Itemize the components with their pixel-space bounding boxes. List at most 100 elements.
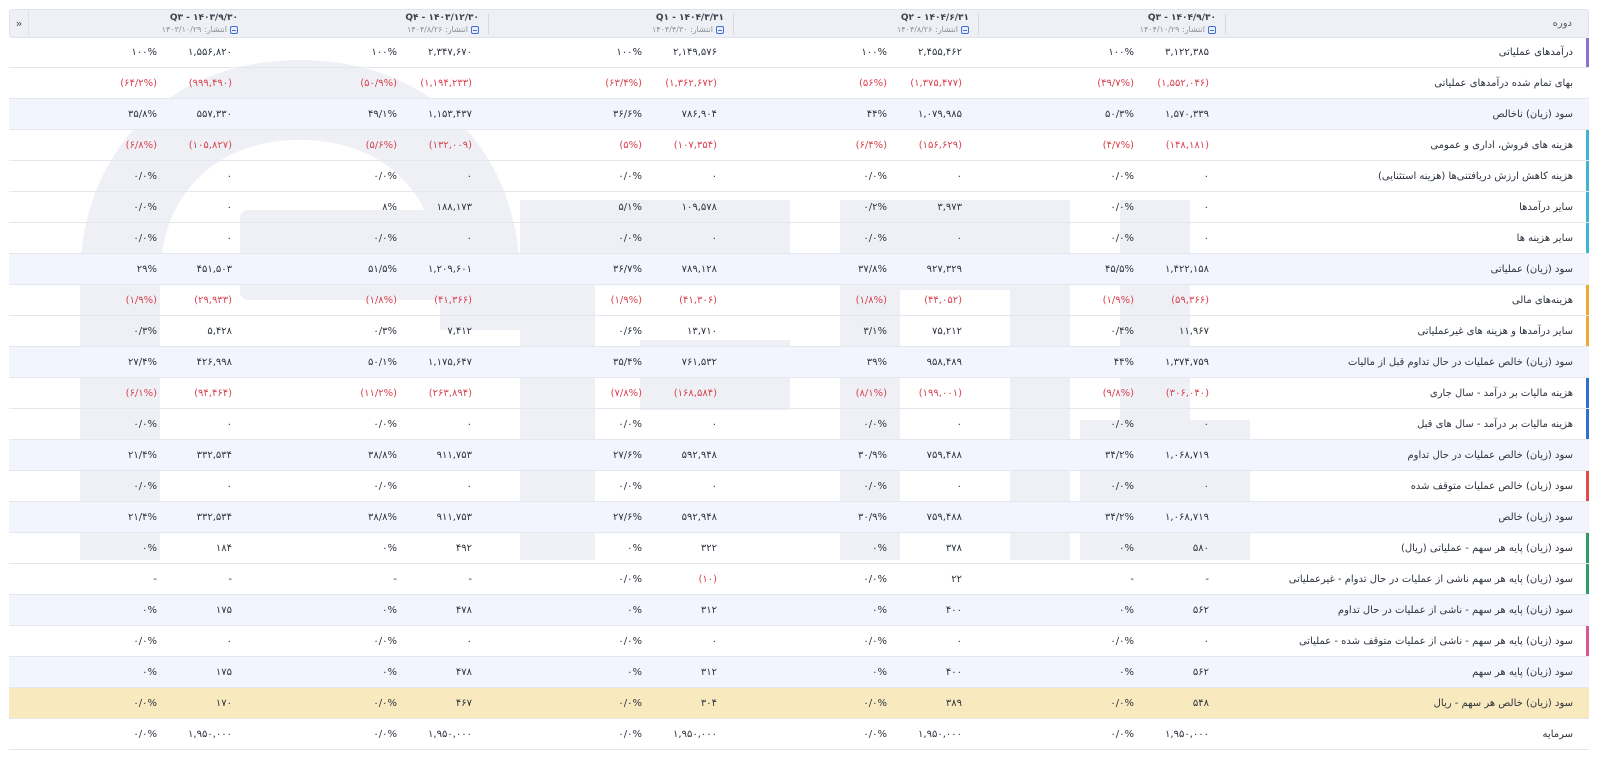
row-group-marker [1586,533,1589,563]
cell-value: ۰ [226,635,232,647]
cell-percent: ۰/۰% [1110,480,1134,492]
table-row[interactable]: بهای تمام شده درآمدهای عملیاتی (۱,۵۵۲,۰۴۶… [9,68,1589,99]
publish-date: انتشار: ۱۴۰۴/۸/۲۶ [709,24,969,36]
cell-value: ۱,۰۷۹,۹۸۵ [918,108,962,120]
cell-value: ۰ [711,635,717,647]
table-row[interactable]: سایر درآمدها ۰ ۰/۰% ۳,۹۷۳ ۰/۲% ۱۰۹,۵۷۸ ۵/۱% ۱۸۸… [9,192,1589,223]
cell-value: ۰ [1203,635,1209,647]
row-label: سود (زیان) عملیاتی [1490,263,1573,275]
cell-value: ۳۲۲ [700,542,717,554]
cell-percent: (۴۹/۷%) [1097,77,1134,89]
cell-value: ۱۷۰ [215,697,232,709]
table-row[interactable]: هزینه مالیات بر درآمد - سال جاری (۳۰۶,۰۴۰… [9,378,1589,409]
row-label: هزینه مالیات بر درآمد - سال های قبل [1417,418,1573,430]
table-row[interactable]: سود (زیان) خالص عملیات در حال تداوم قبل … [9,347,1589,378]
cell-value: ۰ [1203,201,1209,213]
table-row[interactable]: سود (زیان) پایه هر سهم - ناشی از عملیات … [9,595,1589,626]
cell-percent: ۰/۰% [618,170,642,182]
cell-percent: ۴۵/۵% [1105,263,1134,275]
cell-value: (۱۴۸,۱۸۱) [1165,139,1209,151]
table-row[interactable]: هزینه‌های مالی (۵۹,۳۶۶) (۱/۹%) (۴۴,۰۵۲) (۱/۸… [9,285,1589,316]
table-row[interactable]: سود (زیان) خالص ۱,۰۶۸,۷۱۹ ۳۴/۲% ۷۵۹,۴۸۸ ۳۰/۹… [9,502,1589,533]
table-row[interactable]: سایر درآمدها و هزینه های غیرعملیاتی ۱۱,۹۶… [9,316,1589,347]
cell-value: ۰ [711,418,717,430]
cell-value: ۳۱۲ [700,666,717,678]
cell-percent: ۳۴/۲% [1105,449,1134,461]
period-column-header[interactable]: Q۴ - ۱۴۰۳/۱۲/۳۰ انتشار: ۱۴۰۴/۸/۲۶ [219,12,479,38]
table-row[interactable]: سود (زیان) خالص هر سهم - ریال ۵۴۸ ۰/۰% ۳۸۹ ۰… [9,688,1589,719]
cell-percent: (۵%) [619,139,642,151]
row-label: هزینه مالیات بر درآمد - سال جاری [1429,387,1573,399]
calendar-icon [716,25,724,34]
table-row[interactable]: سود (زیان) پایه هر سهم - ناشی از عملیات … [9,626,1589,657]
cell-value: ۰ [956,170,962,182]
row-group-marker [1586,223,1589,253]
cell-percent: ۰% [142,542,157,554]
row-label: هزینه های فروش، اداری و عمومی [1430,139,1573,151]
cell-percent: (۵۶%) [858,77,887,89]
table-row[interactable]: سرمایه ۱,۹۵۰,۰۰۰ ۰/۰% ۱,۹۵۰,۰۰۰ ۰/۰% ۱,۹۵۰,۰۰… [9,719,1589,750]
period-column-header[interactable]: Q۳ - ۱۴۰۳/۹/۳۰ انتشار: ۱۴۰۳/۱۰/۲۹ [0,12,238,38]
cell-percent: ۱۰۰% [131,47,157,58]
cell-percent: (۴/۷%) [1102,139,1134,151]
publish-date: انتشار: ۱۴۰۴/۴/۳۰ [464,24,724,36]
table-row[interactable]: سود (زیان) پایه هر سهم ناشی از عملیات در… [9,564,1589,595]
row-label: سود (زیان) خالص عملیات در حال تداوم [1407,449,1573,461]
table-row[interactable]: هزینه کاهش ارزش دریافتنی‌ها (هزینه استثن… [9,161,1589,192]
cell-percent: (۹/۸%) [1102,387,1134,399]
publish-date: انتشار: ۱۴۰۴/۱۰/۲۹ [956,24,1216,36]
period-title: Q۲ - ۱۴۰۴/۶/۳۱ [900,13,969,23]
table-row[interactable]: سایر هزینه ها ۰ ۰/۰% ۰ ۰/۰% ۰ ۰/۰% ۰ ۰/۰% ۰ ۰/۰% [9,223,1589,254]
expand-columns-button[interactable]: » [10,10,29,37]
table-row[interactable]: سود (زیان) عملیاتی ۱,۴۲۲,۱۵۸ ۴۵/۵% ۹۲۷,۳۲۹ ۳… [9,254,1589,285]
cell-value: ۵۶۲ [1192,666,1209,678]
table-row[interactable]: درآمدهای عملیاتی ۳,۱۲۲,۳۸۵ ۱۰۰% ۲,۴۵۵,۴۶۲ ۱۰… [9,38,1589,68]
cell-percent: ۰/۰% [1110,697,1134,709]
cell-percent: ۰/۰% [863,232,887,244]
cell-percent: ۴۴% [866,108,887,120]
cell-percent: ۰/۰% [863,480,887,492]
table-row[interactable]: سود (زیان) پایه هر سهم - عملیاتی (ریال) ۵… [9,533,1589,564]
row-label: سود (زیان) پایه هر سهم ناشی از عملیات در… [1288,573,1573,585]
cell-percent: ۰/۰% [133,201,157,213]
cell-percent: ۴۹/۱% [368,108,397,120]
row-label: سود (زیان) خالص عملیات متوقف شده [1410,480,1573,492]
table-row[interactable]: سود (زیان) ناخالص ۱,۵۷۰,۳۳۹ ۵۰/۳% ۱,۰۷۹,۹۸۵… [9,99,1589,130]
cell-value: - [228,573,232,585]
cell-percent: (۱۱/۲%) [360,387,397,399]
period-column-header[interactable]: Q۲ - ۱۴۰۴/۶/۳۱ انتشار: ۱۴۰۴/۸/۲۶ [709,12,969,38]
publish-date: انتشار: ۱۴۰۴/۸/۲۶ [219,24,479,36]
cell-percent: ۰% [142,666,157,678]
column-divider [488,14,489,34]
cell-percent: ۰/۰% [618,573,642,585]
row-label: سود (زیان) پایه هر سهم [1472,666,1573,678]
cell-percent: ۲۷/۴% [128,356,157,368]
calendar-icon [471,25,479,34]
row-label: سود (زیان) خالص [1498,511,1573,523]
table-row[interactable]: سود (زیان) پایه هر سهم ۵۶۲ ۰% ۴۰۰ ۰% ۳۱۲ ۰% ۴۷۸… [9,657,1589,688]
table-row[interactable]: سود (زیان) خالص عملیات متوقف شده ۰ ۰/۰% ۰ ۰/… [9,471,1589,502]
cell-value: ۴۷۸ [455,604,472,616]
cell-value: ۵۴۸ [1192,697,1209,709]
cell-percent: (۶۴/۲%) [120,77,157,89]
cell-percent: (۶/۸%) [125,139,157,151]
cell-percent: ۰/۰% [133,480,157,492]
cell-percent: ۱۰۰% [616,47,642,58]
table-row[interactable]: هزینه های فروش، اداری و عمومی (۱۴۸,۱۸۱) (۴… [9,130,1589,161]
period-column-header[interactable]: Q۳ - ۱۴۰۴/۹/۳۰ انتشار: ۱۴۰۴/۱۰/۲۹ [956,12,1216,38]
column-divider [978,14,979,34]
cell-percent: ۰/۰% [863,418,887,430]
cell-value: ۰ [1203,170,1209,182]
table-row[interactable]: سود (زیان) خالص عملیات در حال تداوم ۱,۰۶۸… [9,440,1589,471]
publish-date-text: انتشار: ۱۴۰۴/۴/۳۰ [651,25,713,34]
cell-percent: ۲۷/۶% [613,511,642,523]
cell-percent: (۵/۶%) [365,139,397,151]
table-row[interactable]: هزینه مالیات بر درآمد - سال های قبل ۰ ۰/۰%… [9,409,1589,440]
cell-percent: ۰/۰% [618,480,642,492]
cell-percent: ۰% [872,604,887,616]
column-divider [1225,14,1226,34]
cell-percent: ۳۵/۴% [613,356,642,368]
cell-value: ۱,۹۵۰,۰۰۰ [1165,728,1209,740]
period-column-header[interactable]: Q۱ - ۱۴۰۴/۳/۳۱ انتشار: ۱۴۰۴/۴/۳۰ [464,12,724,38]
cell-percent: (۸/۱%) [855,387,887,399]
